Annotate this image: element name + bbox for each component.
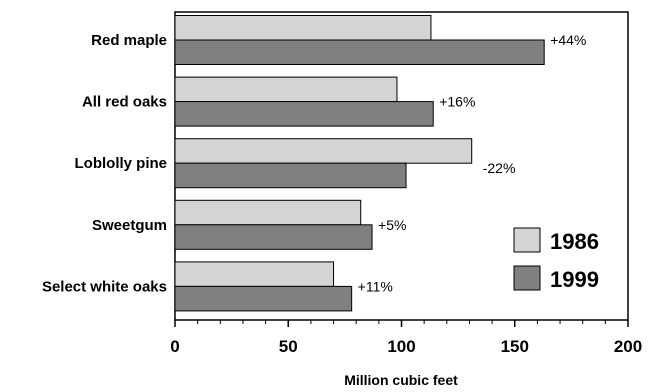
legend-label: 1986 (550, 229, 599, 254)
bar-1986-red-maple (174, 15, 432, 41)
bar-1986-loblolly-pine (174, 138, 473, 164)
x-tick-label: 0 (170, 337, 179, 356)
legend-swatch-1999 (513, 265, 541, 291)
x-tick-label: 150 (501, 337, 529, 356)
percent-change-label: +5% (378, 217, 406, 233)
bars (174, 15, 545, 312)
legend-label: 1999 (550, 267, 599, 292)
category-label: Sweetgum (92, 217, 167, 234)
bar-1986-select-white-oaks (174, 261, 335, 287)
percent-change-label: +11% (358, 278, 393, 294)
category-label: Red maple (91, 32, 167, 49)
bar-1999-loblolly-pine (174, 162, 407, 189)
category-label: All red oaks (82, 94, 167, 111)
legend: 1986 1999 (513, 227, 599, 292)
bar-1986-sweetgum (174, 199, 362, 226)
legend-swatch-1986 (513, 227, 541, 253)
bar-1999-all-red-oaks (174, 101, 434, 127)
x-tick-label: 100 (387, 337, 415, 356)
annotations: +44% +16% -22% +5% +11% (358, 32, 587, 294)
category-label: Select white oaks (42, 278, 167, 295)
category-label: Loblolly pine (75, 155, 168, 172)
bar-1986-all-red-oaks (174, 76, 398, 103)
x-axis-title: Million cubic feet (344, 372, 458, 388)
bar-1999-red-maple (174, 39, 545, 65)
x-tick-label: 50 (279, 337, 298, 356)
x-axis: 0 50 100 150 200 (170, 320, 642, 356)
x-tick-label: 200 (614, 337, 642, 356)
category-labels: Red maple All red oaks Loblolly pine Sweetg… (42, 32, 167, 295)
percent-change-label: -22% (483, 160, 516, 176)
bar-1999-sweetgum (174, 224, 373, 250)
bar-1999-select-white-oaks (174, 285, 353, 312)
percent-change-label: +16% (439, 94, 475, 110)
percent-change-label: +44% (550, 32, 586, 48)
